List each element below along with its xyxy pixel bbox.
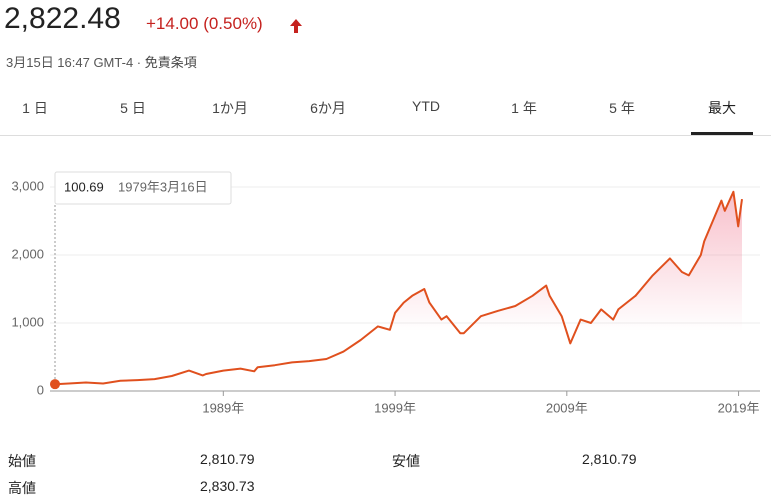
x-tick-label: 2019年 xyxy=(718,400,760,415)
y-tick-label: 0 xyxy=(37,382,44,397)
price-change: +14.00 (0.50%) xyxy=(146,14,263,33)
tooltip-date: 1979年3月16日 xyxy=(118,179,208,194)
x-tick-label: 1989年 xyxy=(202,400,244,415)
stat-value: 2,810.79 xyxy=(200,451,255,467)
range-tab[interactable]: 6か月 xyxy=(310,100,346,116)
stat-label: 安値 xyxy=(392,453,420,469)
range-tab[interactable]: 1 年 xyxy=(511,100,537,116)
price-line xyxy=(54,190,743,386)
chart: 0 1,000 2,000 3,000 1989年 1999年 2009年 2019年 100.… xyxy=(11,171,760,415)
timestamp: 3月15日 16:47 GMT-4 · xyxy=(6,55,145,70)
hover-point xyxy=(50,379,60,390)
range-tab[interactable]: YTD xyxy=(412,98,440,114)
disclaimer-link[interactable]: 免責条項 xyxy=(144,55,197,70)
up-arrow xyxy=(290,19,302,33)
price: 2,822.48 xyxy=(4,2,121,35)
y-tick-label: 3,000 xyxy=(11,178,44,193)
stat-value: 2,810.79 xyxy=(582,451,637,467)
range-tab[interactable]: 最大 xyxy=(708,100,736,116)
range-tab[interactable]: 1か月 xyxy=(212,100,248,116)
tab-underline xyxy=(691,132,753,135)
y-tick-label: 1,000 xyxy=(11,314,44,329)
stat-label: 始値 xyxy=(8,453,36,469)
tooltip-box xyxy=(54,171,232,205)
timestamp-row: 3月15日 16:47 GMT-4 · 免責条項 xyxy=(6,52,197,71)
stat-value: 2,830.73 xyxy=(200,478,255,494)
tooltip-value: 100.69 xyxy=(64,179,104,194)
y-tick-label: 2,000 xyxy=(11,246,44,261)
range-tab[interactable]: 5 日 xyxy=(120,100,146,116)
area xyxy=(55,191,742,391)
range-tab[interactable]: 1 日 xyxy=(22,100,48,116)
range-tabs: 1 日 5 日 1か月 6か月 YTD 1 年 5 年 最大 xyxy=(0,88,771,136)
x-tick-label: 2009年 xyxy=(546,400,588,415)
x-tick-label: 1999年 xyxy=(374,400,416,415)
range-tab[interactable]: 5 年 xyxy=(609,100,635,116)
stat-label: 高値 xyxy=(8,480,36,496)
